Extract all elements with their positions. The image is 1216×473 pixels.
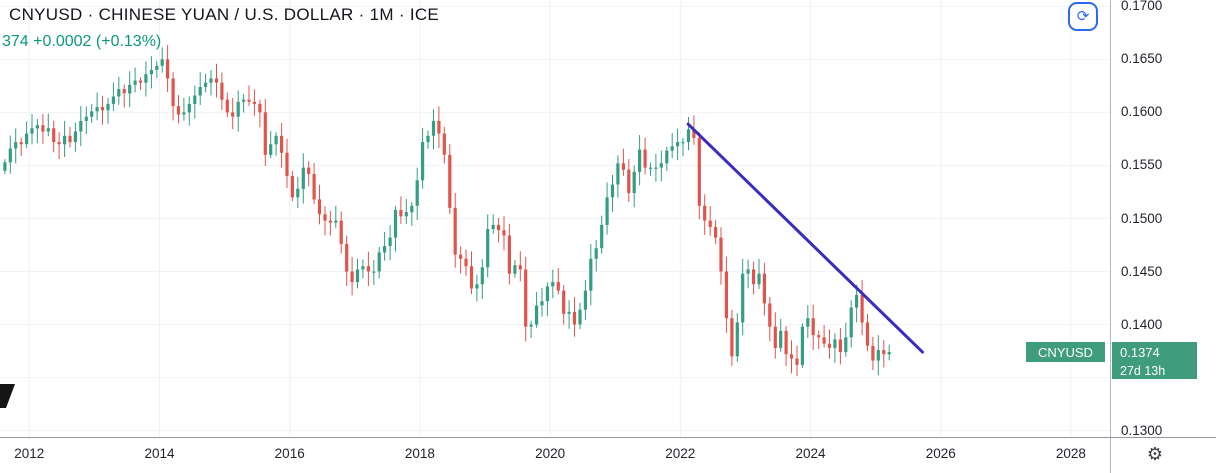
time-axis-label: 2016 [274, 446, 305, 461]
price-change-line: 374 +0.0002 (+0.13%) [2, 33, 161, 51]
tradingview-logo-partial[interactable] [0, 381, 22, 413]
price-axis-label: 0.1650 [1121, 51, 1163, 67]
gear-icon: ⚙ [1146, 444, 1164, 464]
time-axis-label: 2014 [144, 446, 175, 461]
change-percent: (+0.13%) [95, 33, 162, 50]
price-axis-label: 0.1400 [1121, 316, 1163, 332]
time-axis-label: 2026 [925, 446, 956, 461]
last-price-fragment: 374 [2, 33, 29, 50]
time-axis-label: 2020 [535, 446, 566, 461]
time-axis-label: 2012 [14, 446, 45, 461]
bar-countdown: 27d 13h [1112, 362, 1197, 380]
price-axis-separator [1110, 0, 1111, 473]
price-axis-label: 0.1300 [1121, 422, 1163, 438]
refresh-chart-button[interactable]: ⟳ [1068, 2, 1098, 31]
price-badge-value: 0.1374 [1112, 342, 1197, 363]
change-absolute: +0.0002 [33, 33, 92, 50]
price-badge-symbol: CNYUSD [1026, 342, 1105, 363]
time-axis-label: 2022 [665, 446, 696, 461]
time-axis-label: 2018 [404, 446, 435, 461]
refresh-icon: ⟳ [1076, 8, 1090, 25]
price-axis-label: 0.1600 [1121, 104, 1163, 120]
time-axis[interactable]: 2012 2014 2016 2018 2020 2022 2024 2026 2028 [0, 438, 1110, 473]
price-axis-label: 0.1450 [1121, 263, 1163, 279]
time-axis-label: 2028 [1055, 446, 1086, 461]
price-axis-label: 0.1700 [1121, 0, 1163, 14]
timezone-settings-button[interactable]: ⚙ [1142, 441, 1168, 467]
candlestick-chart[interactable] [0, 0, 1110, 437]
time-axis-separator [0, 437, 1216, 438]
price-axis-label: 0.1550 [1121, 157, 1163, 173]
symbol-title[interactable]: CNYUSD · CHINESE YUAN / U.S. DOLLAR · 1M… [9, 5, 440, 24]
price-axis-label: 0.1500 [1121, 210, 1163, 226]
time-axis-label: 2024 [795, 446, 826, 461]
logo-glyph-icon [0, 384, 15, 408]
